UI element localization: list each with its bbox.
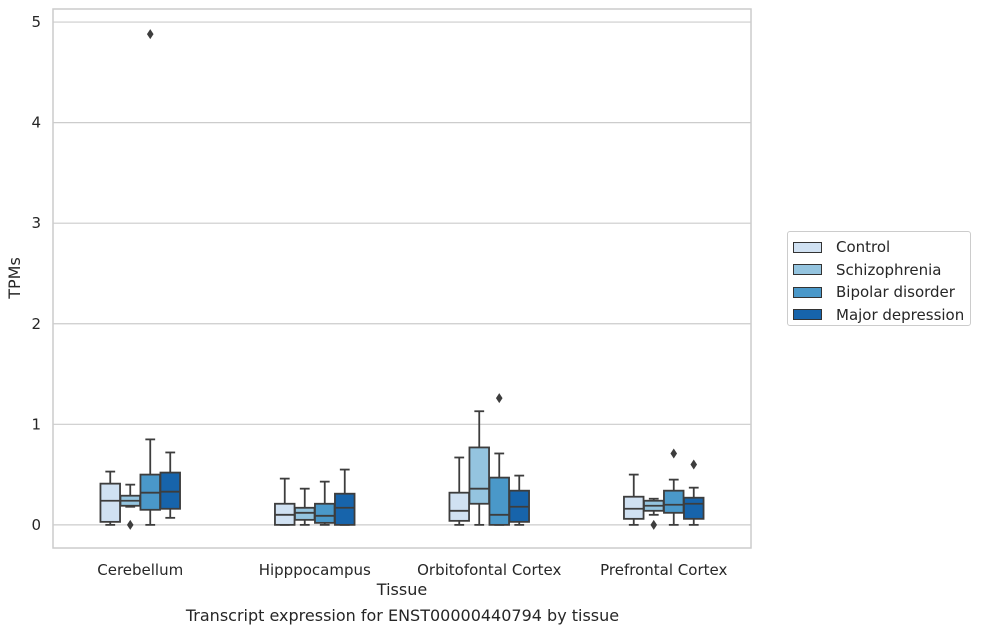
legend-item-schizophrenia: Schizophrenia — [793, 259, 970, 282]
y-tick-label: 5 — [31, 13, 41, 31]
box-group — [468, 410, 490, 526]
axis-ticks: 0 1 2 3 4 5 Cerebellum Hipppocampus Orbitofontal… — [31, 13, 727, 579]
x-axis-label: Tissue — [376, 580, 427, 599]
box — [623, 495, 645, 520]
box — [334, 492, 356, 526]
legend-label-bipolar-disorder: Bipolar disorder — [836, 283, 955, 302]
y-axis-label: TPMs — [5, 257, 24, 300]
box — [663, 489, 685, 514]
legend-swatch-schizophrenia — [793, 264, 822, 276]
x-tick-label: Hipppocampus — [259, 561, 371, 579]
box-group — [99, 470, 121, 526]
legend-item-bipolar-disorder: Bipolar disorder — [793, 281, 970, 304]
box-group — [683, 459, 705, 526]
outlier-point — [126, 519, 134, 530]
legend-swatch-bipolar-disorder — [793, 286, 822, 298]
y-tick-label: 1 — [31, 415, 41, 433]
box-group — [334, 468, 356, 526]
box-group — [119, 483, 141, 530]
x-tick-label: Prefrontal Cortex — [600, 561, 727, 579]
box — [99, 482, 121, 523]
y-tick-label: 0 — [31, 516, 41, 534]
chart-caption: Transcript expression for ENST0000044079… — [185, 606, 620, 625]
plot-area — [52, 8, 752, 549]
legend-swatch-major-depression — [793, 309, 822, 321]
box — [314, 502, 336, 524]
x-tick-label: Orbitofontal Cortex — [417, 561, 561, 579]
outlier-point — [146, 29, 154, 40]
legend-label-schizophrenia: Schizophrenia — [836, 260, 942, 279]
box-group — [448, 456, 470, 526]
outlier-point — [650, 519, 658, 530]
legend: Control Schizophrenia Bipolar disorder M… — [787, 231, 971, 326]
y-tick-label: 3 — [31, 214, 41, 232]
legend-item-major-depression: Major depression — [793, 304, 970, 327]
box-group — [663, 448, 685, 526]
legend-label-control: Control — [836, 238, 891, 257]
legend-item-control: Control — [793, 236, 970, 259]
legend-swatch-control — [793, 241, 822, 253]
box — [683, 496, 705, 520]
box-group — [294, 487, 316, 526]
box — [294, 506, 316, 521]
box — [159, 471, 181, 510]
box-group — [159, 451, 181, 519]
box — [468, 446, 490, 505]
box-group — [314, 480, 336, 526]
legend-label-major-depression: Major depression — [836, 305, 965, 324]
boxes — [99, 29, 705, 530]
box-group — [508, 474, 530, 526]
y-tick-label: 4 — [31, 114, 41, 132]
box — [488, 476, 510, 526]
box — [448, 491, 470, 522]
outlier-point — [690, 459, 698, 470]
outlier-point — [670, 448, 678, 459]
x-tick-label: Cerebellum — [97, 561, 183, 579]
y-tick-label: 2 — [31, 315, 41, 333]
outlier-point — [495, 393, 503, 404]
